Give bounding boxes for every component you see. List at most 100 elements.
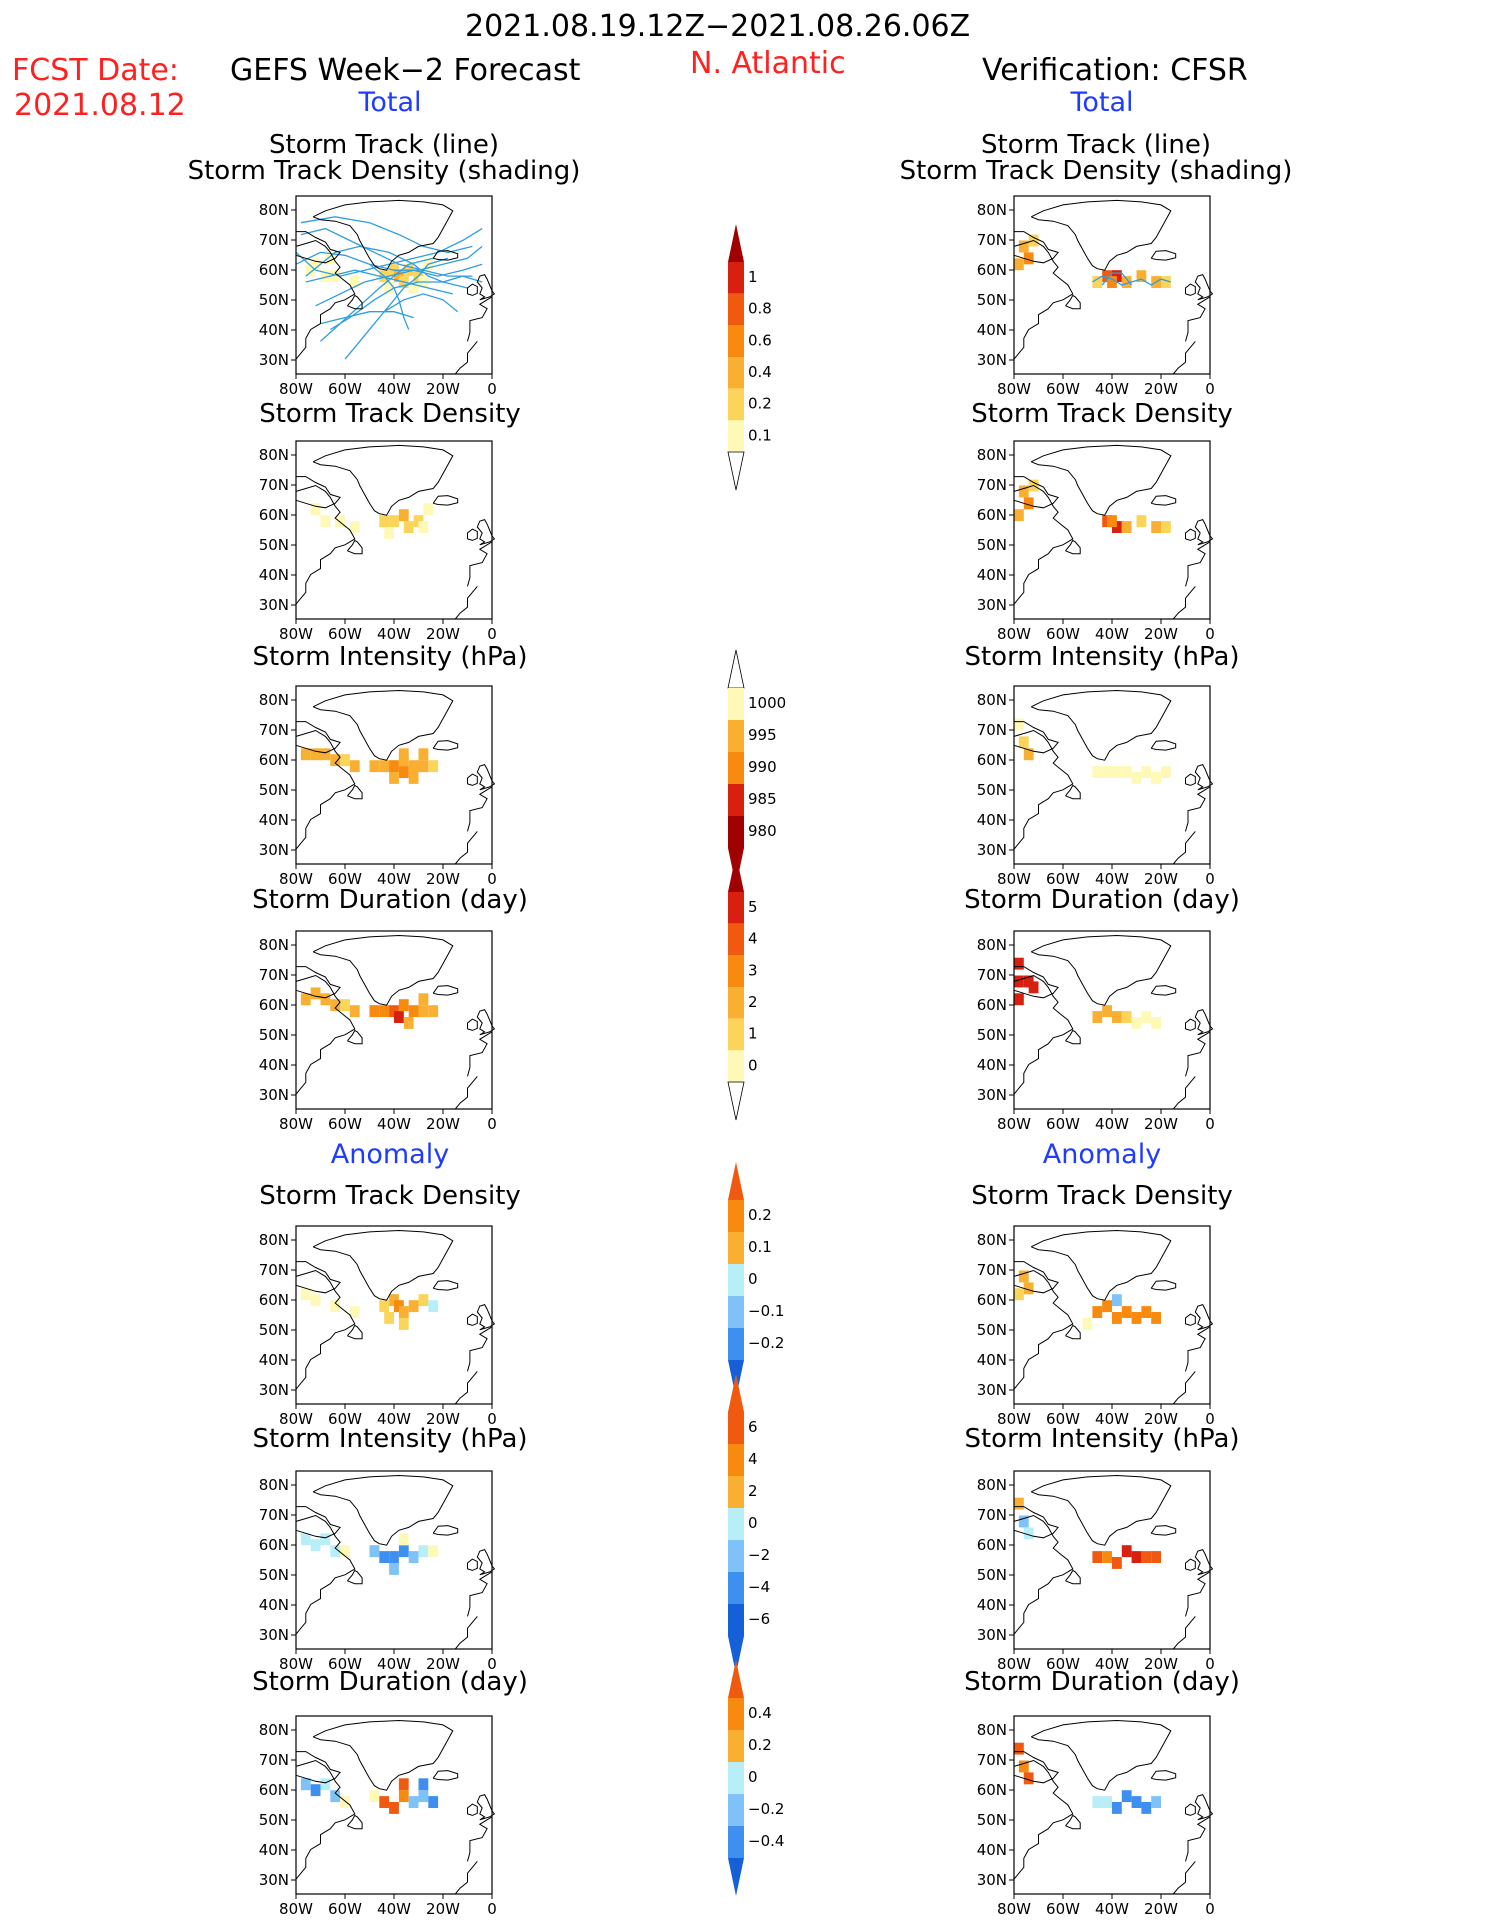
lon-tick-label: 60W xyxy=(328,380,362,398)
lat-tick-label: 40N xyxy=(259,811,289,829)
coastline xyxy=(1185,1023,1211,1077)
panel-title-7: Storm Duration (day) xyxy=(964,885,1240,915)
colorbar-label: 0.4 xyxy=(748,1704,772,1722)
heatmap-cell xyxy=(330,1300,341,1313)
lat-tick-label: 30N xyxy=(259,351,289,369)
heatmap-cell xyxy=(408,282,419,294)
heatmap-cell xyxy=(1102,1005,1112,1018)
heatmap-cell xyxy=(349,760,360,773)
lon-tick-label: 80W xyxy=(997,625,1031,643)
coastline xyxy=(1030,689,1172,761)
lat-tick-label: 30N xyxy=(977,841,1007,859)
lon-tick-label: 40W xyxy=(377,1900,411,1918)
coastline xyxy=(295,476,341,509)
heatmap-cell xyxy=(1141,1011,1152,1023)
heatmap-cell xyxy=(349,521,360,533)
heatmap-cell xyxy=(1151,1551,1161,1563)
coastline xyxy=(1194,764,1214,791)
coastline xyxy=(1013,1751,1059,1784)
coastline xyxy=(1194,274,1214,301)
panel-title-13: Storm Duration (day) xyxy=(964,1667,1240,1697)
colorbar-label: 985 xyxy=(748,790,777,808)
heatmap-cell xyxy=(1112,1294,1122,1307)
heatmap-cell xyxy=(310,1294,321,1307)
heatmap-cell xyxy=(398,1306,409,1318)
coastline xyxy=(1030,934,1172,1006)
lat-tick-label: 60N xyxy=(259,996,289,1014)
lat-tick-label: 60N xyxy=(259,1781,289,1799)
coastline xyxy=(454,1076,478,1110)
coastline xyxy=(1013,1514,1074,1635)
heatmap-cell xyxy=(418,1294,429,1307)
lat-tick-label: 40N xyxy=(259,1841,289,1859)
coastline xyxy=(295,1514,356,1635)
panel-title-6: Storm Duration (day) xyxy=(252,885,528,915)
heatmap-cell xyxy=(320,1533,331,1546)
colorbar-segment xyxy=(728,1604,744,1636)
lat-tick-label: 60N xyxy=(977,1291,1007,1309)
heatmap-cell xyxy=(1102,1796,1112,1808)
heatmap-cell xyxy=(1014,957,1024,970)
heatmap-cell xyxy=(349,1005,360,1018)
storm-track-line xyxy=(315,263,483,307)
lat-tick-label: 40N xyxy=(259,566,289,584)
lon-tick-label: 0 xyxy=(1205,1410,1215,1428)
heatmap-cell xyxy=(398,748,409,761)
coastline xyxy=(467,778,493,832)
colorbar-segment xyxy=(728,955,744,987)
lat-tick-label: 30N xyxy=(259,841,289,859)
lon-tick-label: 0 xyxy=(487,1655,497,1673)
coastline xyxy=(312,934,454,1006)
lat-tick-label: 60N xyxy=(259,261,289,279)
coastline xyxy=(1172,1861,1196,1895)
lat-tick-label: 30N xyxy=(259,1086,289,1104)
panel-title-0b: Storm Track Density (shading) xyxy=(187,156,581,186)
lat-tick-label: 50N xyxy=(977,781,1007,799)
lon-tick-label: 80W xyxy=(997,1900,1031,1918)
coastline xyxy=(295,1269,356,1390)
panel-title-11: Storm Intensity (hPa) xyxy=(964,1424,1240,1454)
colorbar-label: 990 xyxy=(748,758,777,776)
heatmap-cell xyxy=(1028,981,1039,994)
heatmap-cell xyxy=(300,993,311,1006)
storm-track-line xyxy=(295,228,483,277)
heatmap-cell xyxy=(1018,1760,1029,1773)
heatmap-cell xyxy=(1151,521,1161,533)
lon-tick-label: 60W xyxy=(328,1115,362,1133)
heatmap-cell xyxy=(1092,766,1103,778)
heatmap-cell xyxy=(1014,1497,1024,1510)
lon-tick-label: 0 xyxy=(487,625,497,643)
coastline xyxy=(1172,1616,1196,1650)
coastline xyxy=(454,1371,478,1405)
lon-tick-label: 60W xyxy=(1046,380,1080,398)
heatmap-cell xyxy=(305,264,316,277)
heatmap-cell xyxy=(349,276,360,288)
lon-tick-label: 20W xyxy=(426,625,460,643)
heatmap-cell xyxy=(1018,736,1029,749)
heatmap-cell xyxy=(1092,1796,1103,1808)
colorbar-label: 0.6 xyxy=(748,331,772,349)
lon-tick-label: 40W xyxy=(377,1115,411,1133)
heatmap-cell xyxy=(1107,276,1117,288)
coastline xyxy=(1194,1009,1214,1036)
lat-tick-label: 50N xyxy=(259,291,289,309)
heatmap-cell xyxy=(330,754,341,767)
colorbar-label: 6 xyxy=(748,1418,758,1436)
lon-tick-label: 40W xyxy=(377,870,411,888)
lat-tick-label: 60N xyxy=(977,261,1007,279)
heatmap-cell xyxy=(379,1796,390,1808)
lat-tick-label: 30N xyxy=(977,1381,1007,1399)
lat-tick-label: 60N xyxy=(977,1536,1007,1554)
colorbar-segment xyxy=(728,688,744,720)
lat-tick-label: 30N xyxy=(977,351,1007,369)
colorbar-label: 5 xyxy=(748,898,758,916)
lon-tick-label: 40W xyxy=(1095,1115,1129,1133)
heatmap-cell xyxy=(1092,1551,1103,1563)
heatmap-cell xyxy=(369,1005,380,1018)
lat-tick-label: 40N xyxy=(259,1351,289,1369)
heatmap-cell xyxy=(310,1784,321,1797)
lat-tick-label: 50N xyxy=(977,1566,1007,1584)
total-label-right: Total xyxy=(1070,87,1134,118)
heatmap-cell xyxy=(330,1790,341,1803)
lon-tick-label: 80W xyxy=(997,380,1031,398)
